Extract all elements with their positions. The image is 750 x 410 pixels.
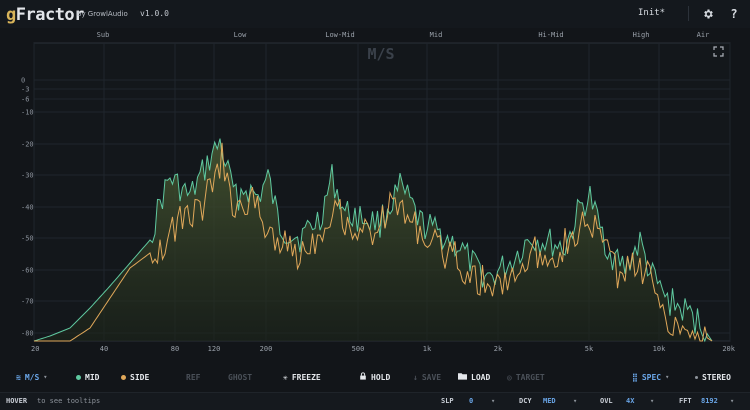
side-spectrum-line [34, 142, 713, 342]
target-button[interactable]: ◎ TARGET [507, 372, 545, 382]
spec-mode-button[interactable]: ⣿ SPEC ▾ [632, 372, 670, 382]
snowflake-icon: ✳ [283, 372, 288, 382]
freq-tick-label: 80 [171, 345, 179, 353]
hover-hint-key: HOVER [6, 397, 28, 405]
chevron-down-icon[interactable]: ▾ [730, 397, 735, 405]
mid-spectrum-line [33, 138, 713, 343]
side-dot-icon [121, 374, 126, 380]
chevron-down-icon: ▾ [43, 373, 48, 381]
mid-dot-icon [76, 374, 81, 380]
band-label-mid: Mid [430, 31, 443, 39]
header-bar: gFractor by GrowlAudio v1.0.0 Init* ? [0, 0, 750, 28]
side-toggle[interactable]: SIDE [121, 366, 149, 388]
db-tick-label: -30 [21, 172, 34, 180]
db-tick-label: -20 [21, 141, 34, 149]
overlap-label: OVL [600, 397, 613, 405]
db-tick-label: -6 [21, 96, 29, 104]
freq-tick-label: 20 [31, 345, 39, 353]
app-logo: gFractor [6, 5, 84, 25]
waveform-icon: ≋ [16, 372, 21, 382]
download-icon: ↓ [413, 372, 418, 382]
freq-tick-label: 200 [260, 345, 273, 353]
fft-value[interactable]: 8192 [701, 397, 718, 405]
preset-selector[interactable]: Init* [638, 8, 666, 18]
freq-tick-label: 2k [494, 345, 503, 353]
db-tick-label: -80 [21, 330, 34, 338]
freq-tick-label: 120 [208, 345, 221, 353]
stereo-dot-icon [695, 375, 698, 379]
freq-tick-label: 500 [352, 345, 365, 353]
db-tick-label: -40 [21, 204, 34, 212]
lock-icon [359, 372, 367, 382]
slope-value[interactable]: 0 [469, 397, 474, 405]
spectrum-graph[interactable]: Sub Low Low-Mid Mid Hi-Mid High Air M/S 0 -3 -6 -… [0, 28, 750, 358]
target-icon: ◎ [507, 372, 512, 382]
chevron-down-icon[interactable]: ▾ [491, 397, 496, 405]
freq-tick-label: 1k [423, 345, 432, 353]
ms-mode-button[interactable]: ≋ M/S ▾ [16, 372, 48, 382]
band-label-sub: Sub [97, 31, 110, 39]
spectrum-fill [34, 138, 712, 341]
mid-toggle[interactable]: MID [76, 366, 99, 388]
ref-button[interactable]: REF [186, 372, 201, 382]
folder-icon [458, 372, 467, 382]
ghost-button[interactable]: GHOST [228, 372, 253, 382]
toolbar: ≋ M/S ▾ MID SIDE REF GHOST ✳ FREEZE HOLD… [0, 366, 750, 388]
chevron-down-icon[interactable]: ▾ [573, 397, 578, 405]
save-button[interactable]: ↓ SAVE [413, 372, 442, 382]
freq-tick-label: 20k [722, 345, 735, 353]
help-icon[interactable]: ? [730, 7, 738, 21]
gear-icon[interactable] [700, 6, 716, 22]
hold-button[interactable]: HOLD [359, 366, 390, 388]
hover-hint-text: to see tooltips [37, 397, 101, 405]
decay-label: DCY [519, 397, 532, 405]
band-label-high: High [633, 31, 650, 39]
freq-tick-label: 40 [100, 345, 108, 353]
band-label-low: Low [234, 31, 247, 39]
vendor-label: by GrowlAudio [77, 10, 128, 18]
chevron-down-icon[interactable]: ▾ [650, 397, 655, 405]
freq-tick-label: 5k [585, 345, 594, 353]
db-tick-label: -10 [21, 109, 34, 117]
band-label-air: Air [697, 31, 710, 39]
load-button[interactable]: LOAD [458, 366, 490, 388]
db-tick-label: 0 [21, 77, 25, 85]
band-label-hi-mid: Hi-Mid [538, 31, 563, 39]
status-bar: HOVER to see tooltips SLP 0 ▾ DCY MED ▾ … [0, 392, 750, 410]
band-label-low-mid: Low-Mid [325, 31, 355, 39]
db-tick-label: -60 [21, 267, 34, 275]
freeze-button[interactable]: ✳ FREEZE [283, 372, 321, 382]
mode-label: M/S [367, 45, 394, 63]
slope-label: SLP [441, 397, 454, 405]
fft-label: FFT [679, 397, 692, 405]
decay-value[interactable]: MED [543, 397, 556, 405]
spectrum-icon: ⣿ [632, 372, 638, 382]
stereo-toggle[interactable]: STEREO [695, 366, 731, 388]
version-label: v1.0.0 [140, 9, 169, 18]
db-tick-label: -70 [21, 298, 34, 306]
header-divider [688, 6, 689, 21]
freq-tick-label: 10k [653, 345, 666, 353]
db-tick-label: -50 [21, 235, 34, 243]
chevron-down-icon: ▾ [665, 373, 670, 381]
overlap-value[interactable]: 4X [626, 397, 635, 405]
expand-icon[interactable] [713, 46, 724, 57]
db-tick-label: -3 [21, 86, 29, 94]
